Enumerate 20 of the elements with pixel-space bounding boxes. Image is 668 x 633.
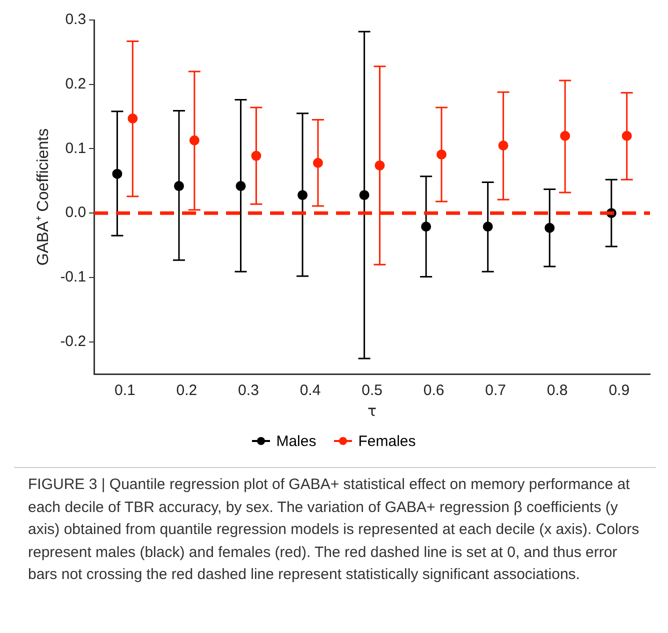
- x-tick-label: 0.2: [176, 382, 198, 400]
- x-tick-label: 0.6: [423, 382, 444, 400]
- x-tick-label: 0.4: [300, 382, 321, 400]
- y-tick-label: 0.3: [65, 11, 86, 28]
- x-tick-label: 0.1: [114, 382, 136, 400]
- caption: FIGURE 3 | Quantile regression plot of GABA+ statistical effect on memory performance at each decile of TBR accuracy, by sex. The variation of GABA+ regression β coefficients (y axis) obtained from quantile regression models is represented at each decile (x axis). Colors represent males (black) and females (red). The red dashed line is set at 0, and thus error bars not crossing the red dashed line represent statistically significant associations.: [28, 475, 640, 585]
- y-tick-label: 0.0: [65, 204, 86, 222]
- y-tick-label: -0.1: [60, 268, 86, 286]
- y-tick-label: 0.2: [65, 76, 86, 93]
- y-tick-label: -0.2: [60, 332, 86, 350]
- legend-label: Males: [276, 432, 316, 450]
- x-tick-label: 0.9: [608, 382, 630, 400]
- y-tick-label: 0.1: [65, 140, 86, 157]
- x-tick-label: 0.3: [238, 382, 259, 400]
- y-axis-title: GABA⁺ Coefficients: [35, 128, 52, 266]
- legend-label: Females: [358, 432, 416, 450]
- x-tick-label: 0.7: [485, 382, 506, 400]
- x-tick-label: 0.5: [362, 382, 382, 400]
- x-axis-title: τ: [368, 402, 377, 420]
- x-tick-label: 0.8: [546, 382, 568, 400]
